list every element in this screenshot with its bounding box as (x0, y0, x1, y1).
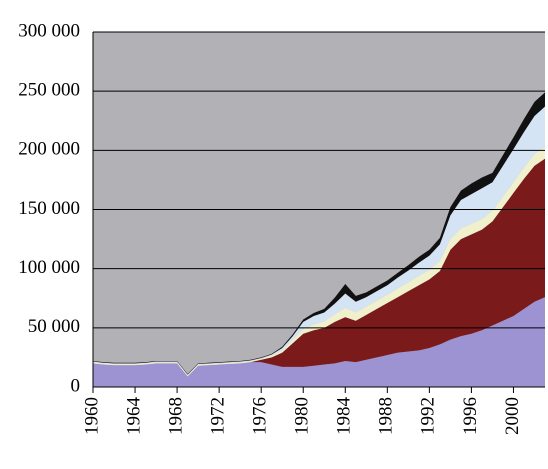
x-tick-label: 1996 (460, 397, 481, 435)
x-tick-label: 1960 (81, 397, 102, 435)
y-tick-label: 50 000 (28, 316, 80, 337)
y-tick-label: 100 000 (18, 257, 80, 278)
y-tick-label: 300 000 (18, 20, 80, 41)
x-tick-label: 2000 (502, 397, 523, 435)
x-tick-label: 1972 (207, 397, 228, 435)
x-tick-label: 1964 (123, 397, 144, 436)
y-tick-label: 0 (71, 375, 81, 396)
area (93, 106, 545, 376)
x-tick-label: 1968 (165, 397, 186, 435)
x-tick-label: 1976 (250, 397, 271, 435)
x-tick-label: 1984 (334, 397, 355, 436)
area (93, 297, 545, 387)
y-tick-label: 200 000 (18, 139, 80, 160)
y-tick-label: 250 000 (18, 80, 80, 101)
x-tick-label: 1992 (418, 397, 439, 435)
x-tick-label: 1980 (292, 397, 313, 435)
x-tick-label: 1988 (376, 397, 397, 435)
y-tick-label: 150 000 (18, 198, 80, 219)
area (93, 158, 545, 377)
